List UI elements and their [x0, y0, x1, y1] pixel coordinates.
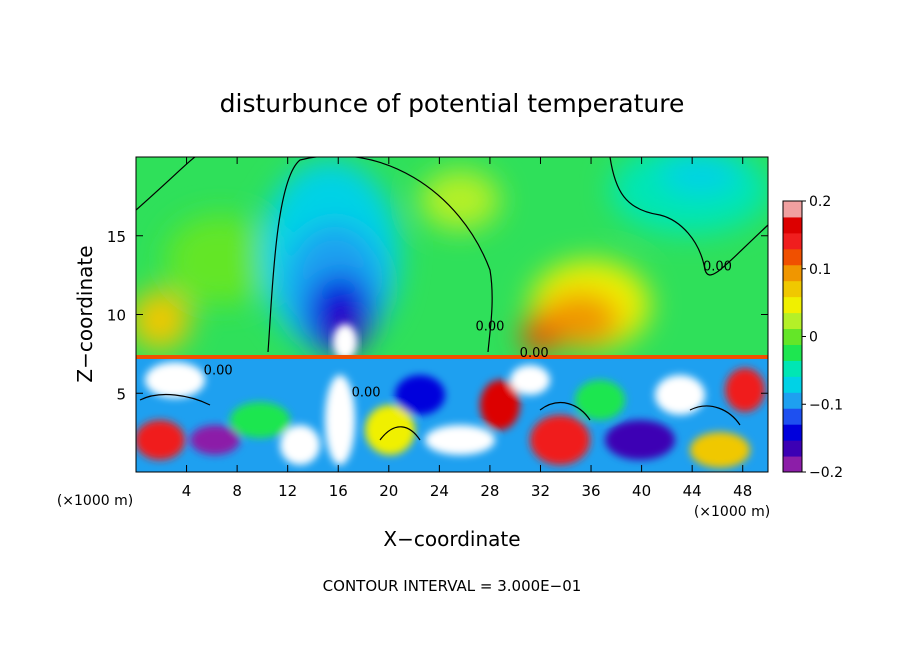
colorbar-swatch — [783, 440, 802, 457]
colorbar — [782, 200, 803, 473]
x-tick-label: 28 — [480, 482, 499, 500]
plot-area — [136, 157, 768, 472]
x-tick-label: 8 — [232, 482, 242, 500]
contour-label: 0.00 — [204, 363, 233, 378]
colorbar-swatch — [783, 216, 802, 234]
x-tick-label: 36 — [581, 482, 600, 500]
colorbar-swatch — [783, 232, 802, 250]
x-axis-ticks: 4 8 12 16 20 24 28 32 36 40 44 48 — [182, 157, 752, 500]
x-unit-left: (×1000 m) — [57, 493, 133, 509]
x-axis-label: X−coordinate — [383, 527, 520, 551]
x-tick-label: 40 — [632, 482, 651, 500]
colorbar-swatch — [783, 392, 802, 409]
y-axis-label: Z−coordinate — [73, 245, 97, 382]
colorbar-swatch — [783, 424, 802, 441]
colorbar-tick-label: 0 — [809, 330, 818, 346]
colorbar-tick-label: −0.2 — [809, 465, 843, 481]
y-tick-label: 10 — [107, 307, 126, 325]
colorbar-swatch — [783, 456, 802, 473]
x-tick-label: 24 — [430, 482, 449, 500]
colorbar-ticks: 0.2 0.1 0 −0.1 −0.2 — [802, 194, 843, 481]
x-tick-label: 20 — [379, 482, 398, 500]
colorbar-tick-label: 0.2 — [809, 194, 831, 210]
colorbar-swatch — [783, 376, 802, 393]
x-tick-label: 32 — [531, 482, 550, 500]
colorbar-swatch — [783, 248, 802, 266]
contour-label: 0.00 — [520, 346, 549, 361]
contour-lines — [136, 157, 768, 441]
colorbar-swatch — [783, 360, 802, 377]
colorbar-swatch — [783, 328, 802, 345]
contour-interval-note: CONTOUR INTERVAL = 3.000E−01 — [323, 577, 582, 595]
y-tick-label: 5 — [116, 385, 126, 403]
colorbar-swatch — [783, 312, 802, 330]
colorbar-swatch — [783, 201, 802, 218]
colorbar-swatch — [783, 344, 802, 361]
y-tick-label: 15 — [107, 228, 126, 246]
colorbar-swatch — [783, 280, 802, 298]
upper-field — [136, 157, 768, 355]
white-core — [333, 324, 357, 360]
x-tick-label: 16 — [329, 482, 348, 500]
colorbar-tick-label: −0.1 — [809, 397, 843, 413]
colorbar-swatch — [783, 408, 802, 425]
contour-label: 0.00 — [352, 385, 381, 400]
contour-labels: 0.00 0.00 0.00 0.00 0.00 — [204, 259, 732, 400]
colorbar-swatch — [783, 296, 802, 314]
x-tick-label: 44 — [683, 482, 702, 500]
chart-title: disturbunce of potential temperature — [220, 89, 685, 118]
colorbar-tick-label: 0.1 — [809, 262, 831, 278]
x-tick-label: 48 — [733, 482, 752, 500]
x-tick-label: 4 — [182, 482, 192, 500]
y-axis-ticks: 5 10 15 — [107, 228, 768, 403]
x-tick-label: 12 — [278, 482, 297, 500]
colorbar-swatch — [783, 264, 802, 282]
x-unit-right: (×1000 m) — [694, 504, 770, 520]
contour-label: 0.00 — [475, 319, 504, 334]
lower-turbulent-layer — [136, 355, 768, 472]
contour-label: 0.00 — [703, 259, 732, 274]
